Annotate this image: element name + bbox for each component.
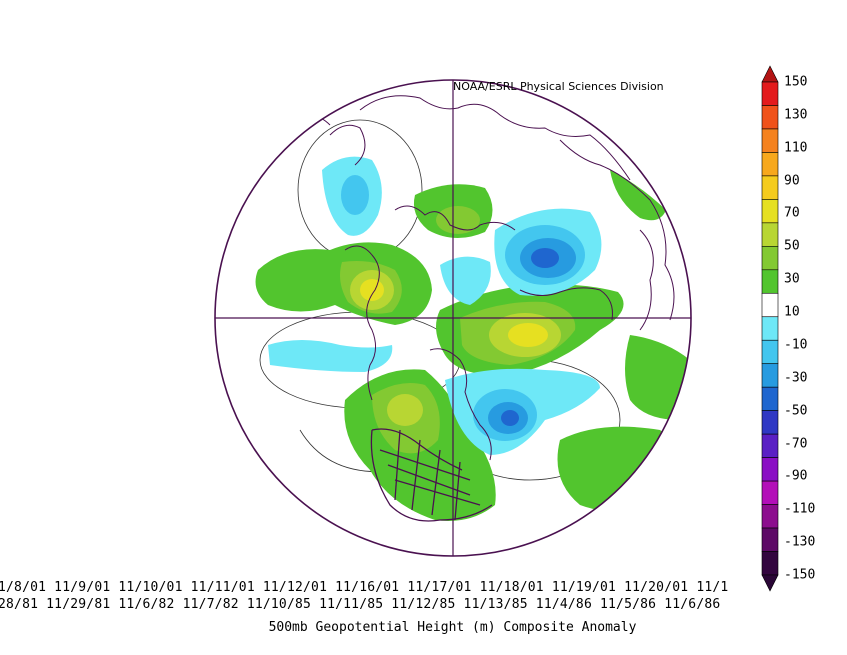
colorbar-label: -10 bbox=[784, 337, 808, 353]
colorbar-swatch bbox=[761, 386, 779, 411]
colorbar-label: -130 bbox=[784, 534, 816, 550]
colorbar-swatch bbox=[761, 457, 779, 482]
colorbar-swatch bbox=[761, 292, 779, 318]
colorbar-swatch bbox=[761, 269, 779, 294]
colorbar-label: -50 bbox=[784, 403, 808, 419]
colorbar-label: 70 bbox=[784, 205, 800, 221]
colorbar-swatch bbox=[761, 363, 779, 388]
colorbar-swatch bbox=[761, 81, 779, 106]
colorbar-label: 130 bbox=[784, 107, 808, 123]
us-state-borders bbox=[370, 428, 493, 522]
colorbar-label: 30 bbox=[784, 271, 800, 287]
colorbar-swatch bbox=[761, 128, 779, 153]
colorbar-label: -90 bbox=[784, 468, 808, 484]
colorbar-label: -110 bbox=[784, 501, 816, 517]
colorbar-swatch bbox=[761, 480, 779, 505]
colorbar-swatch bbox=[761, 504, 779, 529]
colorbar-swatch bbox=[761, 527, 779, 552]
composite-dates-line-2: 28/81 11/29/81 11/6/82 11/7/82 11/10/85 … bbox=[0, 597, 721, 612]
colorbar-swatch bbox=[761, 175, 779, 200]
composite-dates-line-1: 1/8/01 11/9/01 11/10/01 11/11/01 11/12/0… bbox=[0, 580, 729, 595]
colorbar-label: -30 bbox=[784, 370, 808, 386]
colorbar-label: -70 bbox=[784, 436, 808, 452]
negative-anomaly-regions bbox=[268, 156, 602, 455]
map-title: 500mb Geopotential Height (m) Composite … bbox=[268, 620, 637, 635]
colorbar-label: 10 bbox=[784, 304, 800, 320]
colorbar-swatch bbox=[761, 199, 779, 224]
colorbar-swatch bbox=[761, 551, 779, 576]
colorbar-top-arrow bbox=[761, 65, 779, 83]
colorbar-swatch bbox=[761, 152, 779, 177]
colorbar-swatch bbox=[761, 339, 779, 365]
colorbar-swatch bbox=[761, 410, 779, 435]
colorbar bbox=[761, 65, 779, 592]
colorbar-label: 150 bbox=[784, 74, 808, 90]
map-graticule bbox=[215, 80, 691, 556]
colorbar-swatch bbox=[761, 246, 779, 271]
colorbar-label: -150 bbox=[784, 567, 816, 583]
colorbar-swatch bbox=[761, 433, 779, 458]
colorbar-label: 90 bbox=[784, 173, 800, 189]
colorbar-bottom-arrow bbox=[761, 574, 779, 592]
colorbar-swatch bbox=[761, 222, 779, 247]
credit-text: NOAA/ESRL Physical Sciences Division bbox=[453, 80, 664, 93]
colorbar-label: 50 bbox=[784, 238, 800, 254]
anomaly-contours bbox=[215, 80, 691, 556]
map-boundary bbox=[214, 79, 692, 557]
colorbar-label: 110 bbox=[784, 140, 808, 156]
colorbar-swatch bbox=[761, 316, 779, 341]
colorbar-swatch bbox=[761, 105, 779, 130]
